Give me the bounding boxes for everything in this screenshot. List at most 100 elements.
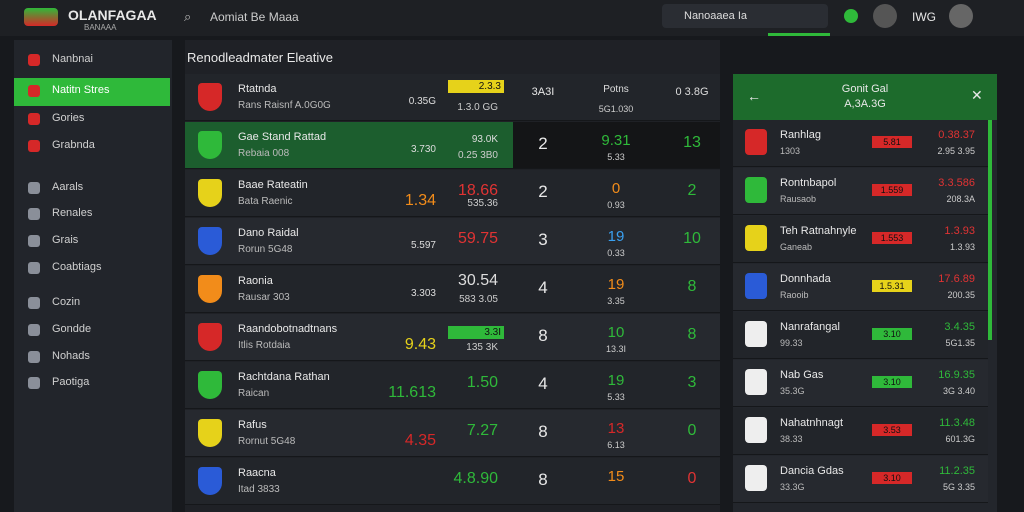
sidebar (14, 40, 172, 512)
nav-item[interactable]: Gondde (52, 323, 92, 335)
mid: 10 (607, 324, 625, 341)
nav-item[interactable]: Coabtiags (52, 261, 102, 273)
scrollbar[interactable] (988, 120, 992, 340)
bet-row[interactable] (733, 120, 988, 167)
close-button[interactable]: ✕ (971, 87, 983, 103)
nav-icon (28, 182, 40, 194)
back-button[interactable]: ← (747, 88, 761, 104)
score: 4 (538, 278, 548, 297)
mid: 9.31 (601, 132, 631, 149)
end: 0 (687, 422, 697, 439)
bet-logo (745, 273, 767, 299)
nav-item[interactable]: Nohads (52, 350, 90, 362)
bet-detail: 35.3G (780, 386, 805, 396)
bet-value-sub: 601.3G (945, 434, 975, 444)
search-icon[interactable]: ⌕ (184, 9, 192, 24)
row[interactable] (185, 218, 720, 265)
end: 8 (687, 278, 697, 295)
end: 8 (687, 326, 697, 343)
bet-row[interactable] (733, 168, 988, 215)
bet-row[interactable] (733, 264, 988, 311)
odds-sub: 1.3.0 GG (457, 102, 498, 113)
team-logo (198, 83, 222, 111)
team-detail: Rornut 5G48 (238, 436, 296, 447)
bet-name: Donnhada (780, 273, 831, 285)
odds: 3.730 (410, 144, 436, 155)
nav-item[interactable]: Paotiga (52, 376, 90, 388)
row[interactable] (185, 458, 720, 505)
nav-item[interactable]: Renales (52, 207, 93, 219)
team-logo (198, 131, 222, 159)
score: 8 (538, 422, 548, 441)
row-right (513, 122, 720, 168)
bet-value: 0.38.37 (938, 129, 975, 141)
nav-icon (28, 85, 40, 97)
bet-logo (745, 465, 767, 491)
odds: 30.54 (457, 272, 498, 289)
bet-value: 11.3.48 (939, 417, 975, 429)
bet-value: 11.2.35 (939, 465, 975, 477)
end: 2 (687, 182, 697, 199)
bet-row[interactable] (733, 216, 988, 263)
score: 3A3I (531, 86, 555, 98)
bet-detail: 33.3G (780, 482, 805, 492)
nav-item[interactable]: Grabnda (52, 139, 95, 151)
bet-badge: 3.10 (872, 472, 912, 484)
row[interactable] (185, 170, 720, 217)
bet-row[interactable] (733, 456, 988, 503)
avatar[interactable] (873, 4, 897, 28)
bet-row[interactable] (733, 408, 988, 455)
bet-logo (745, 129, 767, 155)
team-detail: Bata Raenic (238, 196, 293, 207)
team-logo (198, 323, 222, 351)
bet-name: Nab Gas (780, 369, 824, 381)
team-logo (198, 419, 222, 447)
team-detail: Rans Raisnf A.0G0G (238, 100, 331, 111)
odds-sub: 535.36 (467, 198, 498, 209)
row[interactable] (185, 266, 720, 313)
team-name: Dano Raidal (238, 227, 299, 239)
nav-item[interactable]: Gories (52, 112, 85, 124)
bet-detail: Rausaob (780, 194, 817, 204)
bet-value-sub: 5G 3.35 (942, 482, 975, 492)
score: 4 (538, 374, 548, 393)
end: 3 (687, 374, 697, 391)
nav-item[interactable]: Cozin (52, 296, 81, 308)
nav-item[interactable]: Nanbnai (52, 53, 93, 65)
odds: 93.0K (471, 134, 498, 145)
team-logo (198, 371, 222, 399)
search-text[interactable]: Aomiat Be Maaa (210, 10, 299, 24)
team-detail: Raican (238, 388, 270, 399)
score: 2 (538, 134, 548, 153)
nav-item[interactable]: Grais (52, 234, 79, 246)
mid-sub: 5.33 (607, 392, 625, 402)
bet-name: Rontnbapol (780, 177, 837, 189)
score: 3 (538, 230, 548, 249)
brand-sub: BANAAA (84, 23, 117, 32)
nav-item[interactable]: Natitn Stres (52, 84, 110, 96)
bet-value: 16.9.35 (938, 369, 975, 381)
bet-row[interactable] (733, 312, 988, 359)
nav-icon (28, 351, 40, 363)
row[interactable] (185, 410, 720, 457)
bet-row[interactable] (733, 360, 988, 407)
search-box[interactable] (662, 4, 828, 28)
bet-value-sub: 2.95 3.95 (937, 146, 975, 156)
side-panel-title: Gonit Gal (841, 83, 889, 95)
bet-value-sub: 208.3A (946, 194, 975, 204)
mid: 15 (607, 468, 625, 485)
team-name: Raacna (238, 467, 276, 479)
end: 0 (687, 470, 697, 487)
mid-sub: 0.33 (607, 248, 625, 258)
nav-item[interactable]: Aarals (52, 181, 84, 193)
odds: 2.3.3 (448, 80, 504, 93)
score: 8 (538, 326, 548, 345)
row[interactable] (185, 362, 720, 409)
bet-name: Teh Ratnahnyle (780, 225, 857, 237)
bet-detail: 99.33 (780, 338, 803, 348)
bet-name: Nahatnhnagt (780, 417, 843, 429)
user-label: IWG (912, 10, 936, 24)
avatar[interactable] (949, 4, 973, 28)
mid-sub: 5.33 (607, 152, 625, 162)
bet-badge: 1.553 (872, 232, 912, 244)
